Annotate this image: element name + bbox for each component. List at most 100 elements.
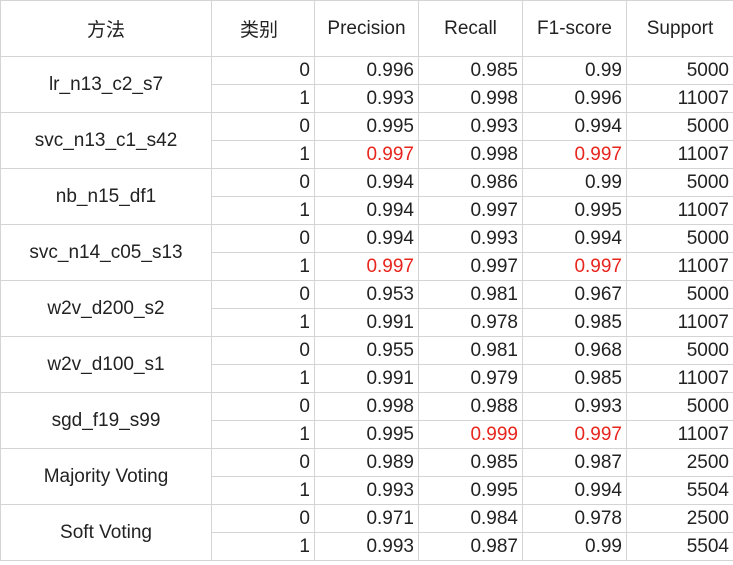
precision-cell[interactable]: 0.997 xyxy=(314,140,419,169)
f1-score-cell[interactable]: 0.978 xyxy=(522,504,627,533)
precision-cell[interactable]: 0.995 xyxy=(314,420,419,449)
class-cell[interactable]: 1 xyxy=(211,420,315,449)
class-cell[interactable]: 0 xyxy=(211,336,315,365)
support-cell[interactable]: 5000 xyxy=(626,224,733,253)
header-f1-score[interactable]: F1-score xyxy=(522,0,627,57)
precision-cell[interactable]: 0.991 xyxy=(314,364,419,393)
header-precision[interactable]: Precision xyxy=(314,0,419,57)
f1-score-cell[interactable]: 0.994 xyxy=(522,476,627,505)
method-cell[interactable]: Soft Voting xyxy=(0,504,212,561)
precision-cell[interactable]: 0.993 xyxy=(314,532,419,561)
class-cell[interactable]: 0 xyxy=(211,168,315,197)
precision-cell[interactable]: 0.971 xyxy=(314,504,419,533)
f1-score-cell[interactable]: 0.995 xyxy=(522,196,627,225)
support-cell[interactable]: 5000 xyxy=(626,168,733,197)
recall-cell[interactable]: 0.997 xyxy=(418,252,523,281)
class-cell[interactable]: 1 xyxy=(211,364,315,393)
recall-cell[interactable]: 0.979 xyxy=(418,364,523,393)
recall-cell[interactable]: 0.988 xyxy=(418,392,523,421)
method-cell[interactable]: sgd_f19_s99 xyxy=(0,392,212,449)
f1-score-cell[interactable]: 0.99 xyxy=(522,56,627,85)
precision-cell[interactable]: 0.989 xyxy=(314,448,419,477)
class-cell[interactable]: 0 xyxy=(211,392,315,421)
support-cell[interactable]: 11007 xyxy=(626,84,733,113)
recall-cell[interactable]: 0.993 xyxy=(418,112,523,141)
f1-score-cell[interactable]: 0.994 xyxy=(522,224,627,253)
class-cell[interactable]: 1 xyxy=(211,308,315,337)
precision-cell[interactable]: 0.994 xyxy=(314,168,419,197)
header-recall[interactable]: Recall xyxy=(418,0,523,57)
precision-cell[interactable]: 0.955 xyxy=(314,336,419,365)
method-cell[interactable]: Majority Voting xyxy=(0,448,212,505)
support-cell[interactable]: 2500 xyxy=(626,504,733,533)
recall-cell[interactable]: 0.985 xyxy=(418,448,523,477)
recall-cell[interactable]: 0.978 xyxy=(418,308,523,337)
f1-score-cell[interactable]: 0.997 xyxy=(522,252,627,281)
f1-score-cell[interactable]: 0.968 xyxy=(522,336,627,365)
precision-cell[interactable]: 0.996 xyxy=(314,56,419,85)
recall-cell[interactable]: 0.999 xyxy=(418,420,523,449)
recall-cell[interactable]: 0.984 xyxy=(418,504,523,533)
class-cell[interactable]: 1 xyxy=(211,532,315,561)
class-cell[interactable]: 1 xyxy=(211,84,315,113)
f1-score-cell[interactable]: 0.99 xyxy=(522,532,627,561)
precision-cell[interactable]: 0.991 xyxy=(314,308,419,337)
recall-cell[interactable]: 0.995 xyxy=(418,476,523,505)
class-cell[interactable]: 0 xyxy=(211,448,315,477)
support-cell[interactable]: 5504 xyxy=(626,476,733,505)
f1-score-cell[interactable]: 0.996 xyxy=(522,84,627,113)
header-method[interactable]: 方法 xyxy=(0,0,212,57)
method-cell[interactable]: w2v_d200_s2 xyxy=(0,280,212,337)
support-cell[interactable]: 5504 xyxy=(626,532,733,561)
recall-cell[interactable]: 0.998 xyxy=(418,84,523,113)
support-cell[interactable]: 11007 xyxy=(626,308,733,337)
class-cell[interactable]: 1 xyxy=(211,196,315,225)
f1-score-cell[interactable]: 0.967 xyxy=(522,280,627,309)
support-cell[interactable]: 11007 xyxy=(626,364,733,393)
class-cell[interactable]: 0 xyxy=(211,224,315,253)
header-class[interactable]: 类别 xyxy=(211,0,315,57)
support-cell[interactable]: 2500 xyxy=(626,448,733,477)
f1-score-cell[interactable]: 0.997 xyxy=(522,140,627,169)
support-cell[interactable]: 11007 xyxy=(626,252,733,281)
precision-cell[interactable]: 0.993 xyxy=(314,476,419,505)
f1-score-cell[interactable]: 0.985 xyxy=(522,364,627,393)
precision-cell[interactable]: 0.995 xyxy=(314,112,419,141)
support-cell[interactable]: 11007 xyxy=(626,140,733,169)
recall-cell[interactable]: 0.998 xyxy=(418,140,523,169)
method-cell[interactable]: svc_n13_c1_s42 xyxy=(0,112,212,169)
f1-score-cell[interactable]: 0.985 xyxy=(522,308,627,337)
class-cell[interactable]: 1 xyxy=(211,476,315,505)
recall-cell[interactable]: 0.993 xyxy=(418,224,523,253)
f1-score-cell[interactable]: 0.994 xyxy=(522,112,627,141)
f1-score-cell[interactable]: 0.99 xyxy=(522,168,627,197)
support-cell[interactable]: 5000 xyxy=(626,56,733,85)
recall-cell[interactable]: 0.985 xyxy=(418,56,523,85)
recall-cell[interactable]: 0.986 xyxy=(418,168,523,197)
support-cell[interactable]: 11007 xyxy=(626,420,733,449)
class-cell[interactable]: 0 xyxy=(211,112,315,141)
support-cell[interactable]: 11007 xyxy=(626,196,733,225)
method-cell[interactable]: lr_n13_c2_s7 xyxy=(0,56,212,113)
recall-cell[interactable]: 0.987 xyxy=(418,532,523,561)
f1-score-cell[interactable]: 0.997 xyxy=(522,420,627,449)
precision-cell[interactable]: 0.994 xyxy=(314,196,419,225)
precision-cell[interactable]: 0.997 xyxy=(314,252,419,281)
precision-cell[interactable]: 0.994 xyxy=(314,224,419,253)
f1-score-cell[interactable]: 0.993 xyxy=(522,392,627,421)
recall-cell[interactable]: 0.981 xyxy=(418,336,523,365)
class-cell[interactable]: 0 xyxy=(211,504,315,533)
recall-cell[interactable]: 0.997 xyxy=(418,196,523,225)
class-cell[interactable]: 1 xyxy=(211,140,315,169)
method-cell[interactable]: nb_n15_df1 xyxy=(0,168,212,225)
support-cell[interactable]: 5000 xyxy=(626,112,733,141)
precision-cell[interactable]: 0.998 xyxy=(314,392,419,421)
support-cell[interactable]: 5000 xyxy=(626,392,733,421)
class-cell[interactable]: 1 xyxy=(211,252,315,281)
class-cell[interactable]: 0 xyxy=(211,56,315,85)
method-cell[interactable]: w2v_d100_s1 xyxy=(0,336,212,393)
support-cell[interactable]: 5000 xyxy=(626,280,733,309)
class-cell[interactable]: 0 xyxy=(211,280,315,309)
method-cell[interactable]: svc_n14_c05_s13 xyxy=(0,224,212,281)
support-cell[interactable]: 5000 xyxy=(626,336,733,365)
